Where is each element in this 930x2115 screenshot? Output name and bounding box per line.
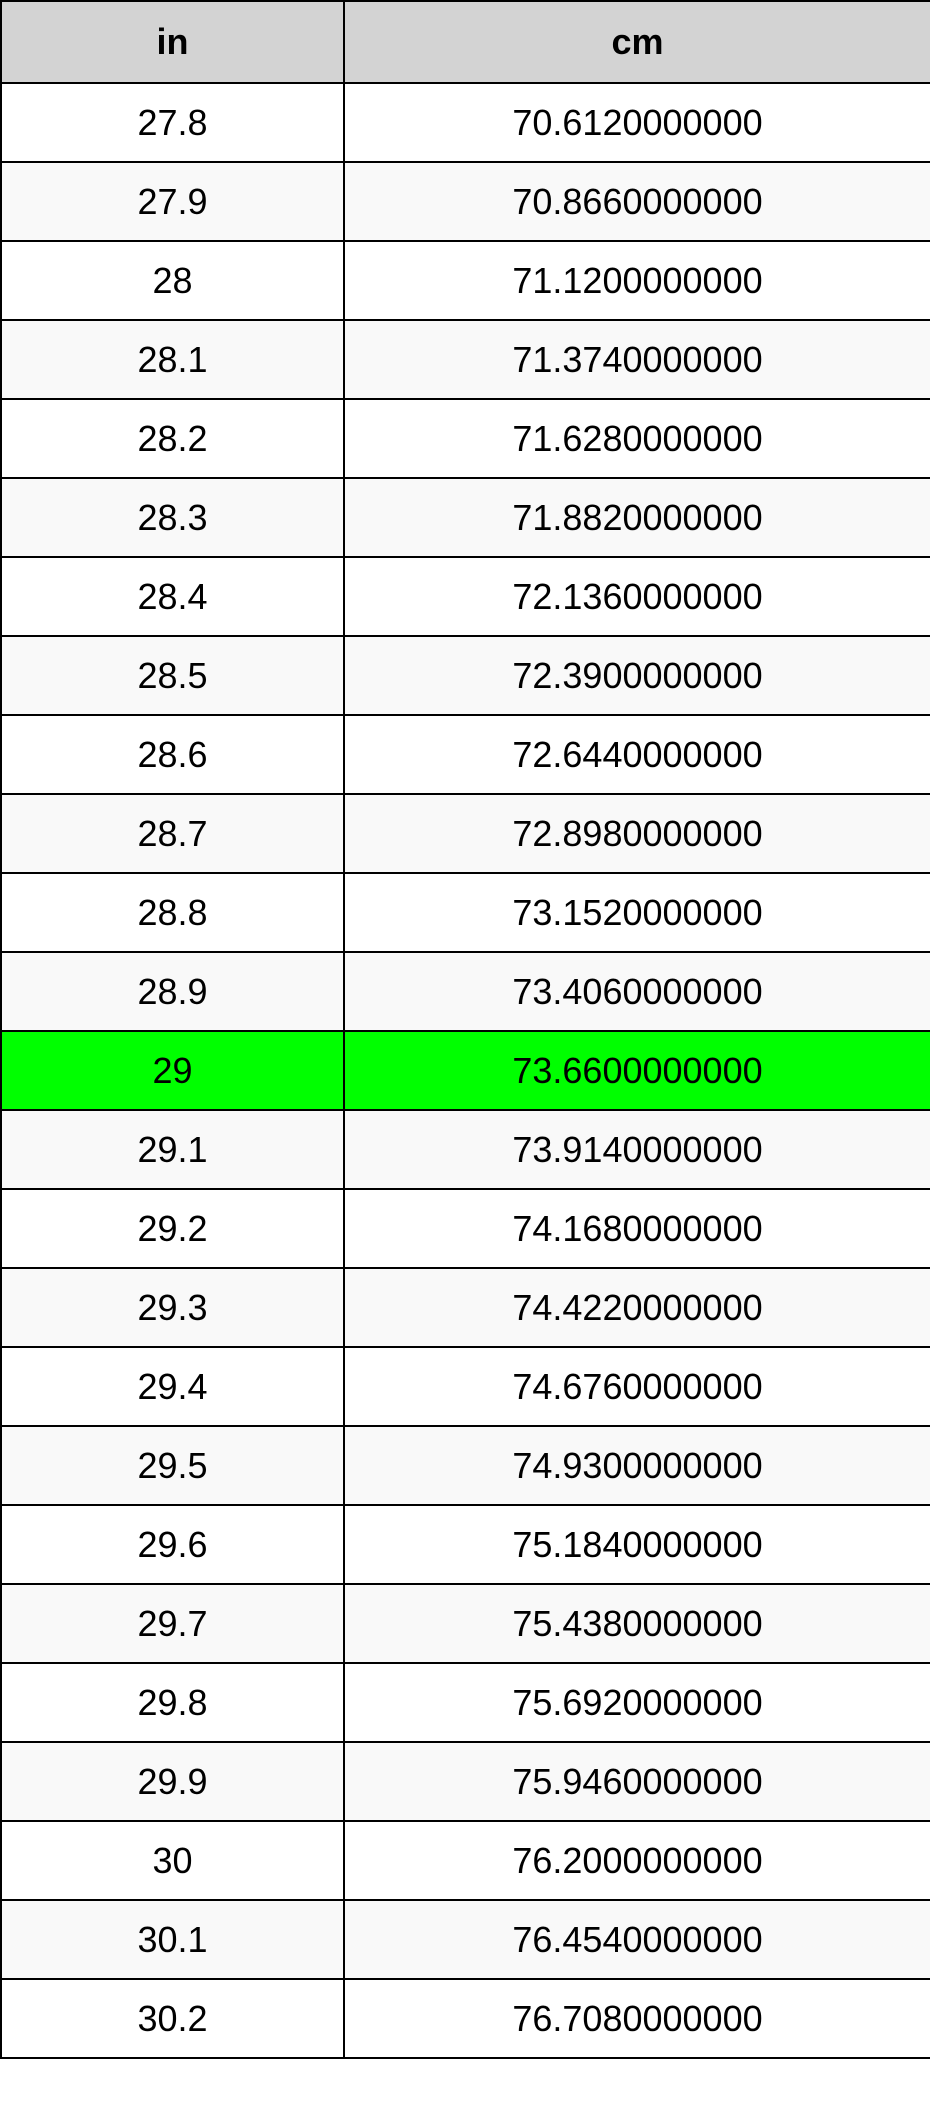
- cell-in: 29: [1, 1031, 344, 1110]
- cell-in: 28.4: [1, 557, 344, 636]
- cell-in: 29.7: [1, 1584, 344, 1663]
- cell-in: 29.6: [1, 1505, 344, 1584]
- cell-in: 29.3: [1, 1268, 344, 1347]
- cell-cm: 76.4540000000: [344, 1900, 930, 1979]
- cell-cm: 72.6440000000: [344, 715, 930, 794]
- table-row: 27.970.8660000000: [1, 162, 930, 241]
- cell-in: 28.3: [1, 478, 344, 557]
- cell-cm: 75.9460000000: [344, 1742, 930, 1821]
- cell-in: 29.8: [1, 1663, 344, 1742]
- cell-cm: 75.1840000000: [344, 1505, 930, 1584]
- cell-in: 28.6: [1, 715, 344, 794]
- table-row: 29.975.9460000000: [1, 1742, 930, 1821]
- table-row: 30.176.4540000000: [1, 1900, 930, 1979]
- table-row: 28.472.1360000000: [1, 557, 930, 636]
- cell-in: 28.8: [1, 873, 344, 952]
- cell-cm: 73.9140000000: [344, 1110, 930, 1189]
- cell-cm: 72.3900000000: [344, 636, 930, 715]
- table-row: 28.672.6440000000: [1, 715, 930, 794]
- table-row: 28.271.6280000000: [1, 399, 930, 478]
- cell-in: 28.2: [1, 399, 344, 478]
- cell-cm: 76.7080000000: [344, 1979, 930, 2058]
- cell-in: 28.9: [1, 952, 344, 1031]
- table-row: 28.973.4060000000: [1, 952, 930, 1031]
- cell-in: 29.5: [1, 1426, 344, 1505]
- cell-in: 28: [1, 241, 344, 320]
- cell-in: 27.8: [1, 83, 344, 162]
- cell-cm: 71.8820000000: [344, 478, 930, 557]
- table-row: 30.276.7080000000: [1, 1979, 930, 2058]
- table-row: 29.374.4220000000: [1, 1268, 930, 1347]
- table-row: 3076.2000000000: [1, 1821, 930, 1900]
- cell-cm: 71.3740000000: [344, 320, 930, 399]
- cell-in: 27.9: [1, 162, 344, 241]
- cell-cm: 75.6920000000: [344, 1663, 930, 1742]
- cell-in: 29.2: [1, 1189, 344, 1268]
- cell-cm: 72.8980000000: [344, 794, 930, 873]
- col-header-cm: cm: [344, 1, 930, 83]
- table-row: 29.474.6760000000: [1, 1347, 930, 1426]
- conversion-table: in cm 27.870.612000000027.970.8660000000…: [0, 0, 930, 2059]
- cell-cm: 72.1360000000: [344, 557, 930, 636]
- table-row: 29.675.1840000000: [1, 1505, 930, 1584]
- cell-cm: 74.1680000000: [344, 1189, 930, 1268]
- cell-in: 29.4: [1, 1347, 344, 1426]
- cell-cm: 74.4220000000: [344, 1268, 930, 1347]
- cell-in: 30.2: [1, 1979, 344, 2058]
- cell-in: 29.1: [1, 1110, 344, 1189]
- cell-cm: 73.4060000000: [344, 952, 930, 1031]
- table-row: 28.171.3740000000: [1, 320, 930, 399]
- table-row: 28.873.1520000000: [1, 873, 930, 952]
- table-row: 2871.1200000000: [1, 241, 930, 320]
- table-row: 29.875.6920000000: [1, 1663, 930, 1742]
- table-header-row: in cm: [1, 1, 930, 83]
- cell-in: 28.5: [1, 636, 344, 715]
- table-row: 29.173.9140000000: [1, 1110, 930, 1189]
- cell-cm: 70.6120000000: [344, 83, 930, 162]
- table-row: 29.274.1680000000: [1, 1189, 930, 1268]
- table-body: 27.870.612000000027.970.86600000002871.1…: [1, 83, 930, 2058]
- col-header-in: in: [1, 1, 344, 83]
- cell-cm: 73.6600000000: [344, 1031, 930, 1110]
- cell-cm: 71.6280000000: [344, 399, 930, 478]
- table-row: 28.572.3900000000: [1, 636, 930, 715]
- cell-in: 30: [1, 1821, 344, 1900]
- table-row: 2973.6600000000: [1, 1031, 930, 1110]
- table-row: 29.574.9300000000: [1, 1426, 930, 1505]
- cell-cm: 76.2000000000: [344, 1821, 930, 1900]
- cell-in: 28.1: [1, 320, 344, 399]
- cell-cm: 73.1520000000: [344, 873, 930, 952]
- cell-cm: 74.6760000000: [344, 1347, 930, 1426]
- cell-in: 30.1: [1, 1900, 344, 1979]
- table-row: 29.775.4380000000: [1, 1584, 930, 1663]
- cell-cm: 75.4380000000: [344, 1584, 930, 1663]
- table-row: 27.870.6120000000: [1, 83, 930, 162]
- cell-in: 29.9: [1, 1742, 344, 1821]
- cell-in: 28.7: [1, 794, 344, 873]
- table-row: 28.371.8820000000: [1, 478, 930, 557]
- cell-cm: 74.9300000000: [344, 1426, 930, 1505]
- cell-cm: 70.8660000000: [344, 162, 930, 241]
- cell-cm: 71.1200000000: [344, 241, 930, 320]
- table-row: 28.772.8980000000: [1, 794, 930, 873]
